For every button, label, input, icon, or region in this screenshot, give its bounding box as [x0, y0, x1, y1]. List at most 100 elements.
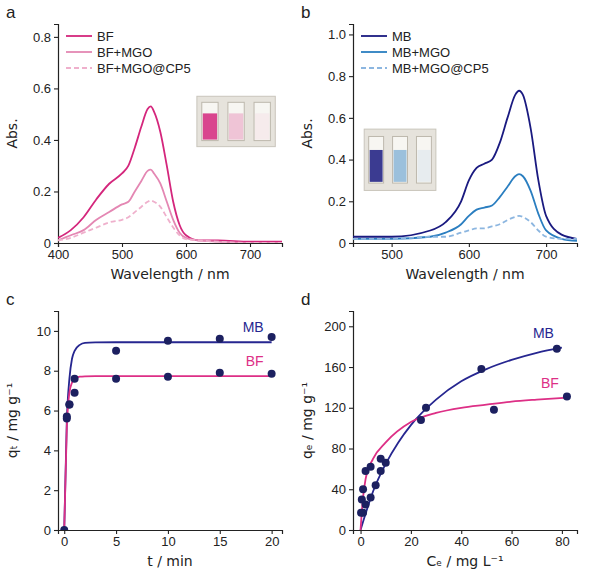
y-tick-label: 0.6 [33, 81, 51, 96]
y-tick-mark [54, 140, 58, 141]
inset-liquid [417, 150, 430, 182]
y-axis: 04080120160200 [324, 312, 353, 538]
data-point [359, 485, 367, 493]
y-tick: 1.0 [328, 27, 353, 42]
legend-swatch [66, 51, 92, 53]
data-marks [60, 333, 275, 530]
y-tick: 0.8 [328, 69, 353, 84]
legend-entry: MB [361, 29, 412, 44]
x-tick-label: 80 [555, 534, 569, 549]
data-point [417, 416, 425, 424]
x-tick-label: 5 [113, 534, 120, 549]
inset-background [197, 96, 275, 146]
y-tick-label: 0.8 [328, 69, 346, 84]
x-axis: 400500600700 [48, 243, 283, 262]
inset-cuvette [393, 136, 408, 183]
inset-background [364, 129, 436, 190]
data-point [65, 401, 73, 409]
x-tick: 700 [240, 243, 262, 262]
data-point [63, 415, 71, 423]
plot: 50060070000.20.40.60.81.0Wavelength / nm… [328, 25, 578, 283]
legend-swatch [361, 35, 387, 37]
y-tick-label: 0.2 [33, 184, 51, 199]
panel-letter: c [6, 290, 15, 309]
data-point [268, 333, 276, 341]
y-tick: 0 [44, 523, 58, 538]
data-point [377, 467, 385, 475]
inset-liquid [370, 150, 383, 182]
y-tick-mark [54, 191, 58, 192]
data-point [65, 401, 73, 409]
x-tick: 40 [454, 530, 468, 549]
x-tick-label: 0 [357, 534, 364, 549]
x-tick-label: 700 [240, 247, 262, 262]
y-tick: 6 [44, 403, 58, 418]
x-tick: 20 [265, 530, 279, 549]
legend: BFBF+MGOBF+MGO@CP5 [66, 29, 191, 76]
data-marks [357, 345, 571, 530]
y-tick-label: 0 [44, 523, 51, 538]
y-axis-line [54, 312, 59, 531]
data-point [216, 369, 224, 377]
y-tick-mark [54, 490, 58, 491]
legend-label: BF [97, 29, 114, 44]
y-tick-label: 0.2 [328, 194, 346, 209]
series-line [353, 91, 577, 239]
y-tick-mark [349, 367, 353, 368]
x-axis: 020406080 [354, 530, 578, 549]
inset-liquid [203, 113, 217, 139]
y-axis: 00.20.40.60.8 [33, 25, 59, 251]
data-point [358, 495, 366, 503]
inset-photo [364, 129, 436, 190]
data-point [367, 463, 375, 471]
x-tick-label: 600 [176, 247, 198, 262]
inset-liquid [394, 150, 407, 182]
y-tick-mark [349, 34, 353, 35]
x-tick: 600 [459, 243, 481, 262]
inset-cuvette [228, 102, 244, 140]
x-tick: 20 [404, 530, 418, 549]
x-axis: 500600700 [354, 243, 578, 262]
inset-cuvette [202, 102, 218, 140]
x-tick: 10 [161, 530, 175, 549]
x-axis-title: t / min [147, 553, 193, 569]
data-point [216, 335, 224, 343]
y-tick: 8 [44, 363, 58, 378]
data-point [372, 481, 380, 489]
x-tick: 0 [357, 530, 364, 549]
legend-entry: BF [66, 29, 114, 44]
legend-entry: MB+MGO [361, 45, 450, 60]
panel: a40050060070000.20.40.60.8Wavelength / n… [4, 3, 283, 282]
legend-swatch [66, 67, 92, 69]
panel: c051015200246810t / minMBBFqₜ / mg g⁻¹ [4, 290, 283, 569]
plot: 40050060070000.20.40.60.8Wavelength / nm… [33, 25, 283, 283]
series-line [58, 170, 282, 243]
y-tick-label: 10 [37, 324, 51, 339]
y-axis-title: Abs. [299, 118, 315, 148]
x-tick-label: 20 [265, 534, 279, 549]
series-line [361, 398, 567, 530]
x-axis: 05101520 [59, 530, 283, 549]
y-tick-label: 160 [324, 360, 346, 375]
y-tick: 160 [324, 360, 353, 375]
legend-entry: BF+MGO [66, 45, 152, 60]
data-point [60, 526, 68, 530]
data-point [71, 389, 79, 397]
y-tick: 0 [339, 523, 353, 538]
data-marks [58, 106, 282, 243]
x-tick: 80 [555, 530, 569, 549]
data-point [357, 509, 365, 517]
legend-label: BF+MGO@CP5 [97, 61, 191, 76]
x-tick-label: 15 [213, 534, 227, 549]
data-point [71, 375, 79, 383]
y-tick: 40 [332, 482, 353, 497]
y-tick-mark [54, 410, 58, 411]
y-tick-mark [349, 448, 353, 449]
x-tick-label: 700 [536, 247, 558, 262]
legend-swatch [66, 35, 92, 37]
y-axis-line [54, 25, 59, 244]
legend-swatch [361, 51, 387, 53]
y-tick-mark [54, 88, 58, 89]
y-tick-mark [349, 489, 353, 490]
inset-liquid [229, 113, 243, 139]
